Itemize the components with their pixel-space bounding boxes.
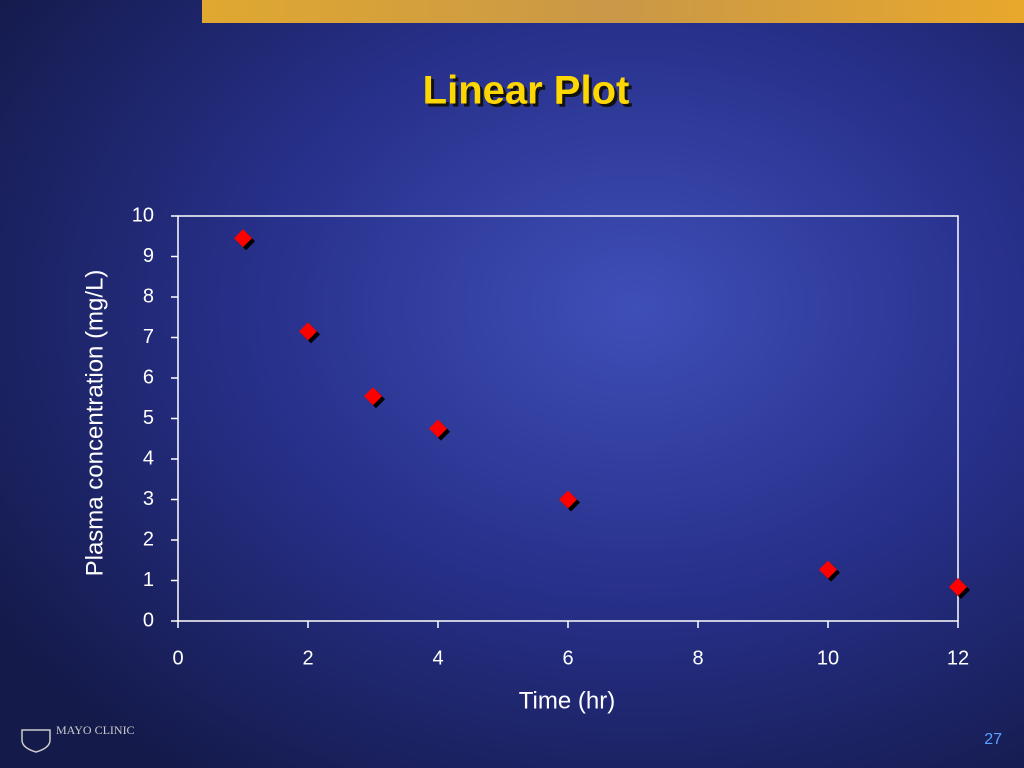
marker [429, 419, 447, 438]
x-axis-label: Time (hr) [519, 687, 615, 714]
y-tick-label: 1 [143, 569, 154, 591]
marker [234, 229, 252, 248]
x-tick-label: 8 [692, 647, 703, 669]
y-tick-label: 10 [132, 204, 154, 226]
x-tick-label: 10 [817, 647, 839, 669]
y-tick-label: 4 [143, 447, 154, 469]
y-axis-label: Plasma concentration (mg/L) [81, 270, 108, 577]
title-shadow: Linear Plot [426, 72, 633, 116]
y-tick-label: 3 [143, 488, 154, 510]
marker [364, 387, 382, 406]
x-tick-label: 6 [562, 647, 573, 669]
marker [559, 490, 577, 509]
chart-title: Linear Plot [423, 69, 630, 113]
x-tick-label: 0 [172, 647, 183, 669]
y-tick-label: 6 [143, 366, 154, 388]
y-tick-label: 2 [143, 528, 154, 550]
marker [949, 577, 967, 596]
marker [299, 322, 317, 341]
top-bar [202, 0, 1024, 23]
y-tick-label: 0 [143, 609, 154, 631]
logo-text: MAYO CLINIC [56, 723, 135, 737]
logo: MAYO CLINIC [21, 723, 135, 753]
marker [819, 560, 837, 579]
y-tick-label: 7 [143, 326, 154, 348]
x-tick-label: 2 [302, 647, 313, 669]
y-tick-label: 5 [143, 407, 154, 429]
x-tick-label: 4 [432, 647, 443, 669]
y-tick-label: 9 [143, 245, 154, 267]
x-tick-label: 12 [947, 647, 969, 669]
y-tick-label: 8 [143, 285, 154, 307]
page-number: 27 [984, 731, 1002, 748]
